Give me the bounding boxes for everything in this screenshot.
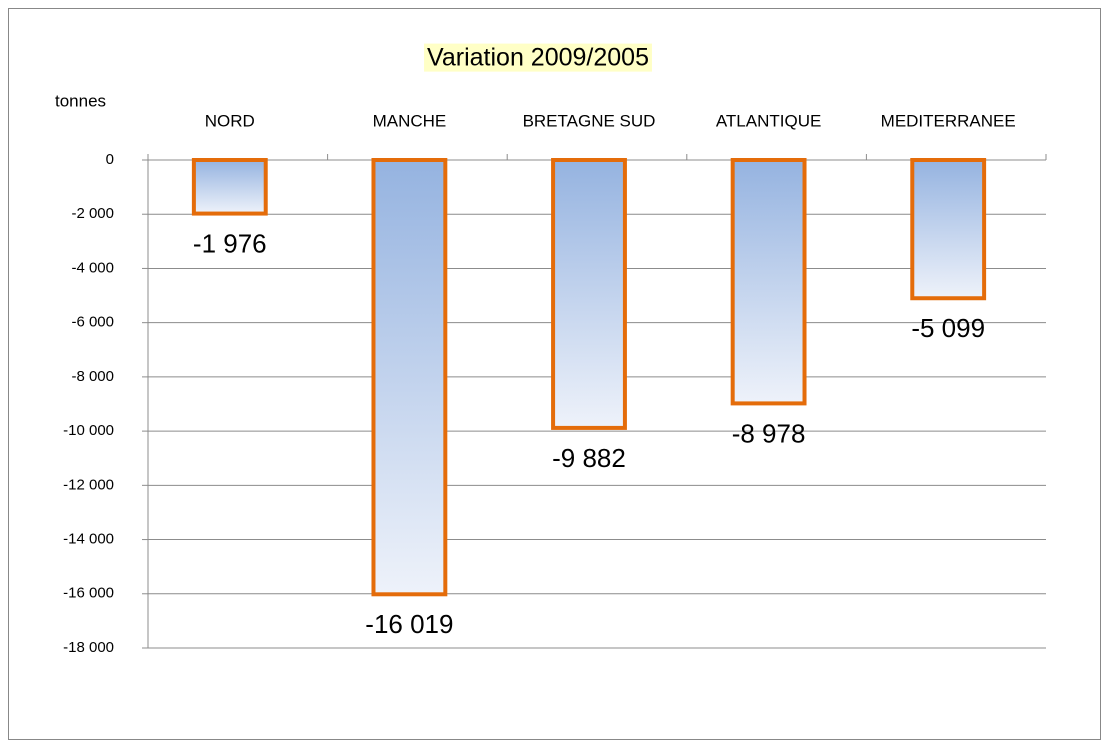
chart-title: Variation 2009/2005	[427, 44, 649, 72]
y-tick-label: -10 000	[63, 422, 114, 439]
y-tick-label: -18 000	[63, 639, 114, 656]
y-tick-label: -14 000	[63, 531, 114, 548]
title-highlight	[424, 43, 652, 72]
data-label: -8 978	[732, 418, 806, 448]
y-tick-label: -2 000	[71, 205, 114, 222]
data-label: -16 019	[365, 609, 453, 639]
data-label: -1 976	[193, 228, 267, 258]
y-tick-label: -16 000	[63, 585, 114, 602]
x-tick-label: MEDITERRANEE	[881, 111, 1016, 130]
y-tick-label: 0	[106, 151, 114, 168]
y-tick-label: -6 000	[71, 314, 114, 331]
bar	[910, 158, 987, 301]
y-axis-label: tonnes	[55, 91, 106, 110]
data-label: -5 099	[911, 313, 985, 343]
y-tick-label: -12 000	[63, 476, 114, 493]
bar	[551, 158, 627, 430]
x-tick-label: ATLANTIQUE	[716, 111, 821, 130]
y-tick-label: -8 000	[71, 368, 114, 385]
data-label: -9 882	[552, 443, 626, 473]
bar	[371, 158, 448, 597]
x-tick-label: MANCHE	[373, 111, 447, 130]
x-tick-label: BRETAGNE SUD	[523, 111, 656, 130]
y-tick-label: -4 000	[71, 259, 114, 276]
x-tick-label: NORD	[205, 111, 255, 130]
bar	[191, 158, 268, 216]
bar	[730, 158, 807, 406]
